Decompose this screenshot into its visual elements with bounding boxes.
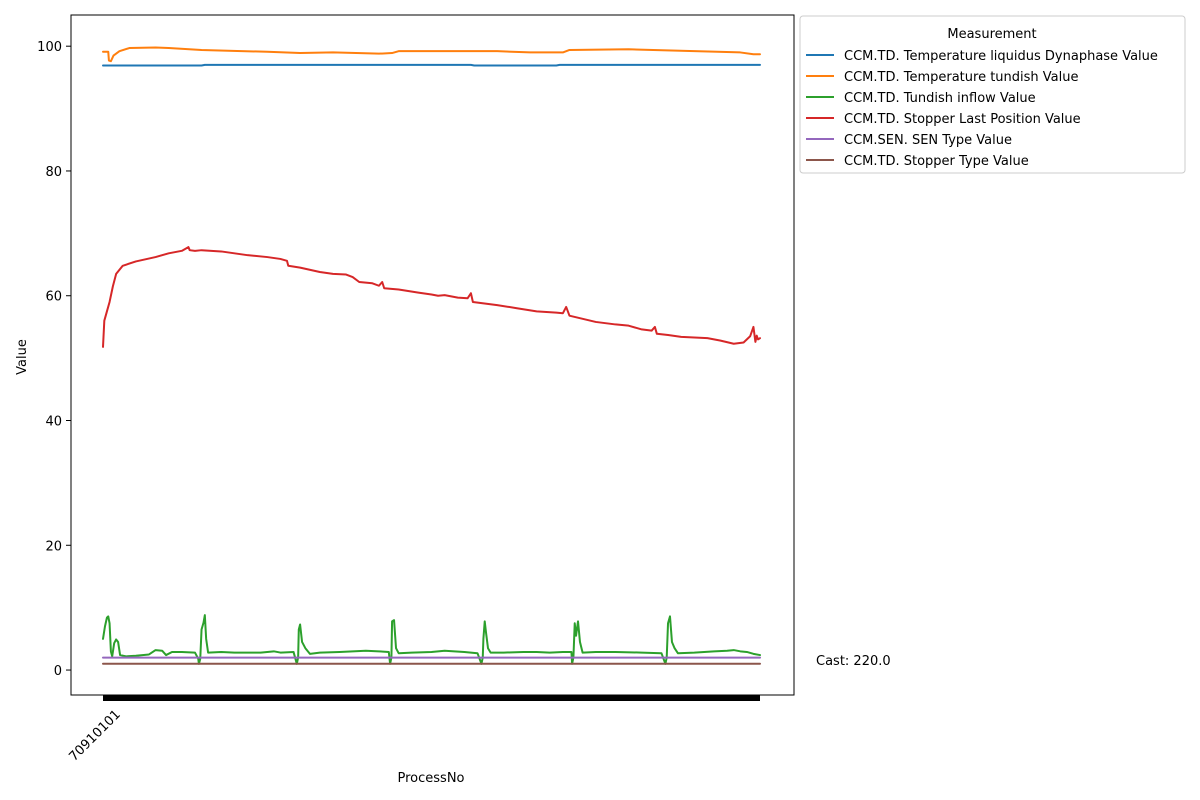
series-line-2 (102, 614, 761, 665)
legend-label-1: CCM.TD. Temperature tundish Value (844, 70, 1078, 85)
legend-label-3: CCM.TD. Stopper Last Position Value (844, 112, 1081, 127)
cast-annotation: Cast: 220.0 (816, 654, 891, 669)
series-line-3 (102, 246, 761, 348)
y-tick-label-3: 60 (45, 290, 62, 305)
legend-label-5: CCM.TD. Stopper Type Value (844, 154, 1029, 169)
series-line-1 (102, 46, 761, 63)
y-tick-label-5: 100 (37, 40, 62, 55)
series-line-0 (102, 63, 761, 67)
legend-title: Measurement (947, 27, 1036, 42)
legend: Measurement CCM.TD. Temperature liquidus… (799, 15, 1186, 174)
y-axis: 0 20 40 60 80 100 (37, 40, 71, 679)
x-tick-band (103, 695, 760, 701)
y-axis-label: Value (15, 339, 30, 375)
y-tick-label-2: 40 (45, 415, 62, 430)
legend-entries: CCM.TD. Temperature liquidus Dynaphase V… (806, 49, 1158, 169)
y-tick-label-1: 20 (45, 539, 62, 554)
y-tick-label-4: 80 (45, 165, 62, 180)
x-axis: 70910101 (66, 695, 760, 765)
legend-label-4: CCM.SEN. SEN Type Value (844, 133, 1012, 148)
legend-box (799, 15, 1186, 174)
x-axis-label: ProcessNo (398, 771, 465, 786)
y-tick-label-0: 0 (54, 664, 62, 679)
x-tick-label-0: 70910101 (66, 707, 123, 764)
legend-label-0: CCM.TD. Temperature liquidus Dynaphase V… (844, 49, 1158, 64)
legend-label-2: CCM.TD. Tundish inflow Value (844, 91, 1036, 106)
plot-area (70, 14, 795, 696)
series-layer (102, 46, 761, 665)
